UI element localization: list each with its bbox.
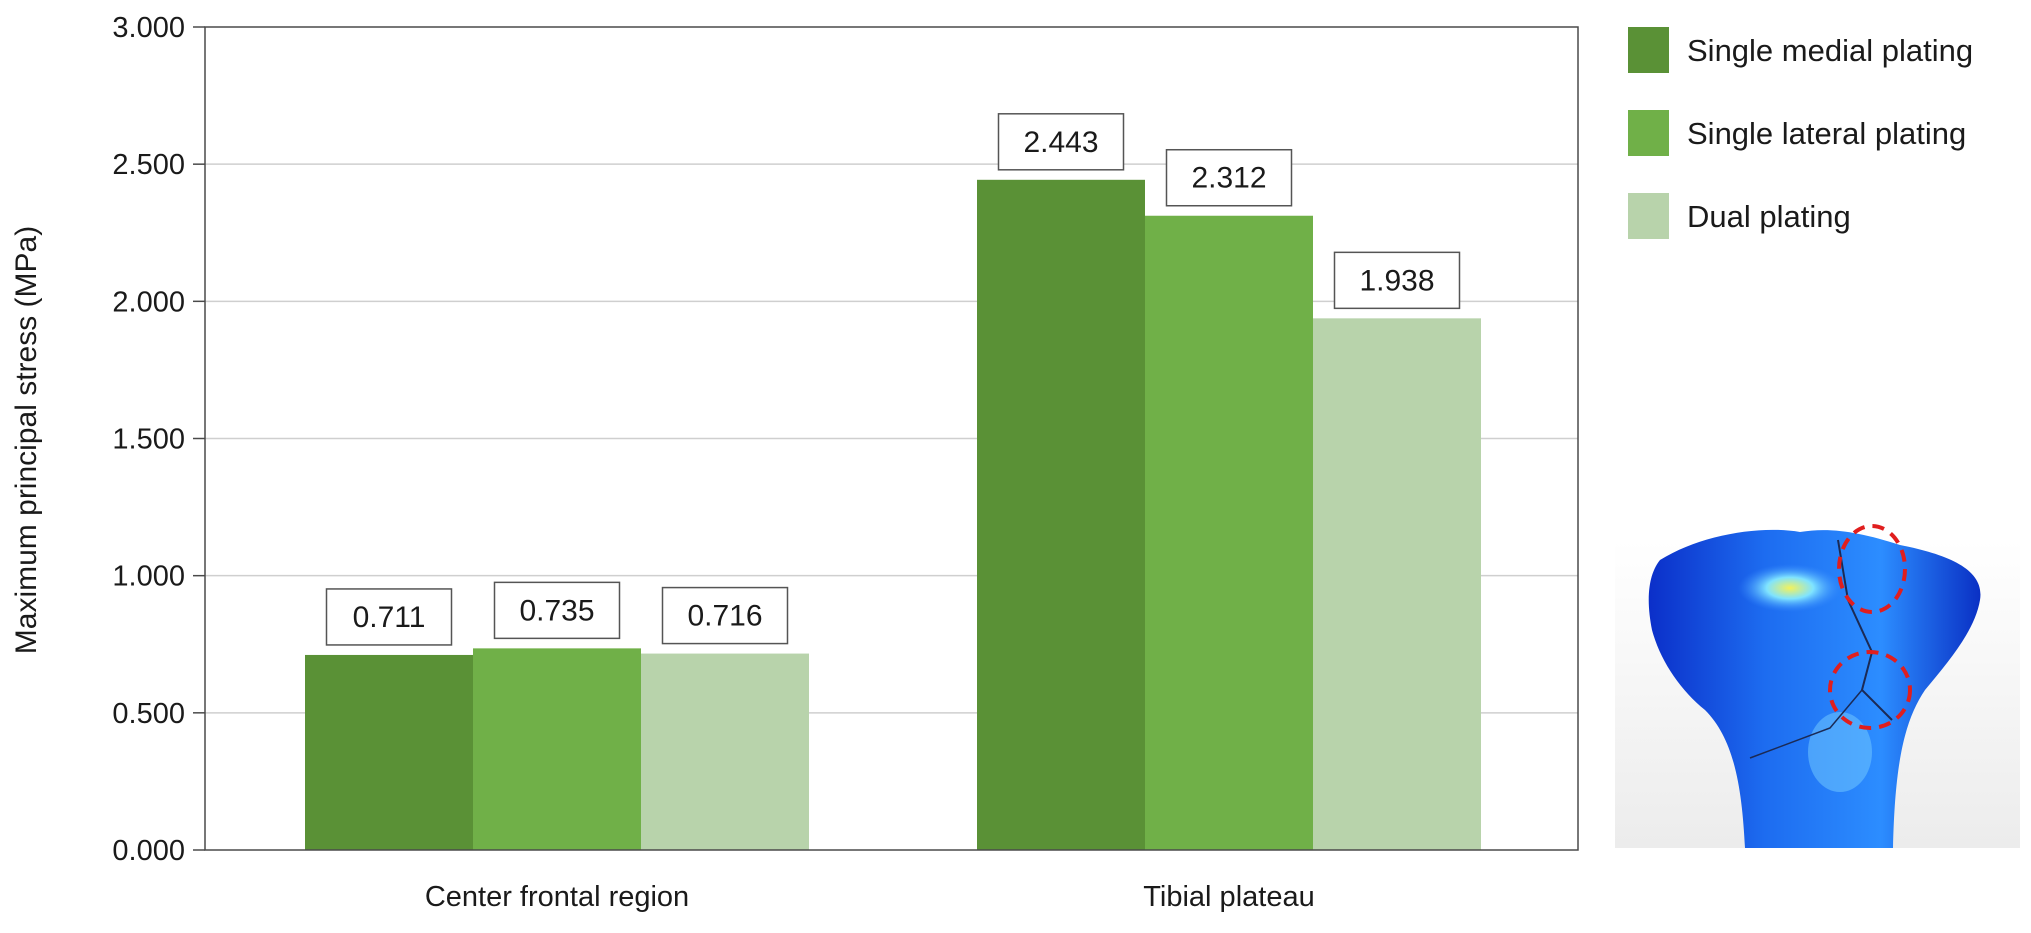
tibia-shape [1648,529,1981,848]
data-label: 1.938 [1359,264,1434,297]
y-tick-label: 2.500 [112,149,185,181]
y-tick-label: 0.000 [112,835,185,867]
data-label-box [493,581,621,640]
bar [1313,318,1481,850]
y-tick-label: 1.000 [112,561,185,593]
bar [473,648,641,850]
legend-swatch [1628,110,1669,156]
data-label: 0.716 [687,600,762,633]
y-tick-label: 3.000 [112,12,185,44]
data-label-box [1165,148,1293,207]
legend-swatch [1628,27,1669,73]
y-tick-label: 0.500 [112,698,185,730]
data-label: 0.711 [353,601,426,634]
highlight-circle-lower [1828,650,1912,730]
bar [1145,215,1313,850]
y-axis-label: Maximum principal stress (MPa) [10,226,43,654]
x-tick-label: Tibial plateau [1143,881,1314,913]
x-tick-label: Center frontal region [425,881,689,913]
data-label-box [325,588,453,646]
legend-swatch [1628,193,1669,239]
highlight-circle-upper [1837,524,1907,614]
data-label: 2.312 [1191,162,1266,195]
bar [641,653,809,850]
legend-entry: Single medial plating [1687,33,1973,68]
tibia-stress-map-icon [1615,524,2020,848]
y-tick-label: 2.000 [112,286,185,318]
legend-entry: Single lateral plating [1687,116,1966,151]
data-label-box [661,586,789,645]
y-tick-label: 1.500 [112,424,185,456]
data-label: 0.735 [519,594,594,627]
data-label-box [997,113,1125,171]
legend-entry: Dual plating [1687,199,1851,234]
stress-hotspot [1738,564,1842,612]
bar [977,179,1145,851]
data-label-box [1333,251,1461,310]
data-label: 2.443 [1023,126,1098,159]
bar [305,654,473,850]
